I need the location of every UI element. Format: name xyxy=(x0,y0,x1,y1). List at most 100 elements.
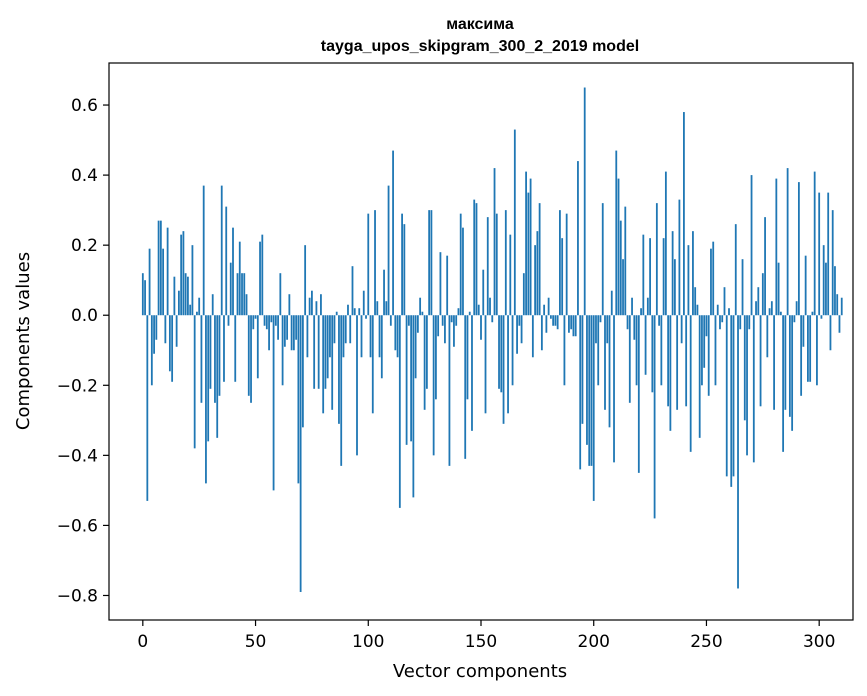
bar xyxy=(746,315,748,456)
bar xyxy=(164,315,167,344)
bar xyxy=(626,315,629,330)
bar xyxy=(175,315,178,347)
bar xyxy=(622,259,624,316)
bar xyxy=(392,150,394,316)
bar xyxy=(811,311,814,316)
bar xyxy=(660,315,663,386)
bar xyxy=(344,315,347,344)
bar xyxy=(739,315,742,330)
bar xyxy=(162,248,165,316)
bar xyxy=(279,273,282,316)
bar xyxy=(198,297,201,316)
bar xyxy=(220,185,223,316)
bar xyxy=(545,315,548,333)
x-tick-label: 0 xyxy=(137,632,148,652)
bar xyxy=(502,315,505,424)
bar xyxy=(800,315,803,396)
bar xyxy=(157,220,160,316)
bar xyxy=(223,315,225,382)
bar xyxy=(554,315,557,326)
bar xyxy=(820,315,823,319)
bar xyxy=(171,315,174,382)
bar xyxy=(193,315,196,449)
bar xyxy=(712,241,715,316)
bar xyxy=(342,315,345,358)
bar xyxy=(410,315,413,442)
bar xyxy=(270,315,273,323)
bar xyxy=(694,287,697,316)
bar xyxy=(586,315,588,445)
bar xyxy=(531,315,534,358)
bars-group xyxy=(141,87,843,592)
bar xyxy=(229,262,232,316)
bar xyxy=(486,217,489,316)
bar xyxy=(437,315,440,337)
x-tick-label: 100 xyxy=(352,632,384,652)
bar xyxy=(432,315,435,456)
bar xyxy=(252,315,255,330)
bar xyxy=(419,297,422,316)
bar xyxy=(297,315,300,484)
bar xyxy=(547,297,550,316)
bar xyxy=(191,245,194,316)
bar xyxy=(687,245,690,316)
bar xyxy=(822,245,825,316)
bar xyxy=(423,315,426,410)
bar xyxy=(425,315,428,389)
bar xyxy=(218,315,221,396)
bar xyxy=(362,290,365,316)
bar xyxy=(466,315,469,400)
bar xyxy=(333,315,336,344)
bar xyxy=(577,161,579,316)
plot-frame xyxy=(108,62,854,621)
bar xyxy=(633,315,636,340)
bar xyxy=(277,315,279,340)
bar xyxy=(766,315,769,358)
bar xyxy=(405,315,408,445)
x-tick-label: 50 xyxy=(245,632,267,652)
bar xyxy=(737,315,739,589)
bar xyxy=(511,315,514,386)
bar xyxy=(685,315,688,407)
bar xyxy=(732,315,735,477)
bar xyxy=(416,315,419,333)
bar xyxy=(721,315,724,323)
bar xyxy=(439,252,442,316)
bar xyxy=(568,315,570,333)
bar xyxy=(549,315,552,319)
bar xyxy=(825,262,827,316)
bar xyxy=(590,315,593,466)
bar xyxy=(493,168,496,316)
bar xyxy=(540,315,543,351)
bar xyxy=(525,171,527,316)
bar xyxy=(288,294,291,316)
bar xyxy=(610,290,613,316)
bar xyxy=(504,210,507,316)
bar xyxy=(507,315,509,414)
bar xyxy=(180,234,183,316)
bar xyxy=(283,315,286,347)
bar xyxy=(290,315,293,351)
bar xyxy=(786,168,789,316)
bar xyxy=(444,315,446,344)
bar xyxy=(387,185,390,316)
bar xyxy=(367,213,370,316)
bar xyxy=(644,315,647,375)
bar xyxy=(394,315,397,351)
bar xyxy=(527,192,530,316)
y-tick-label: −0.2 xyxy=(57,376,98,396)
bar xyxy=(597,315,600,386)
bar xyxy=(703,315,706,368)
bar xyxy=(592,315,595,501)
bar xyxy=(642,234,645,316)
bar xyxy=(707,315,710,396)
bar xyxy=(770,301,773,316)
bar xyxy=(412,315,415,498)
bar xyxy=(448,315,451,466)
bar xyxy=(320,294,322,316)
y-tick-label: 0.0 xyxy=(71,306,98,326)
bar xyxy=(475,203,478,316)
x-tick-label: 150 xyxy=(465,632,497,652)
bar xyxy=(173,276,176,316)
bar xyxy=(581,315,584,424)
